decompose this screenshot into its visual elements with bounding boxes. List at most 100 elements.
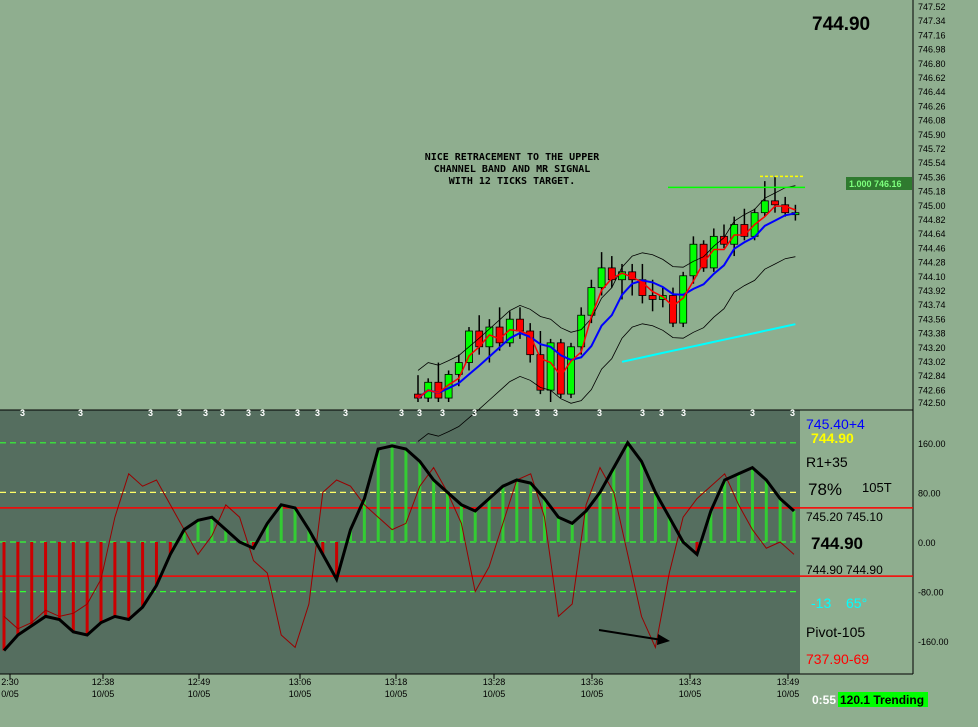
candle-body: [607, 267, 616, 281]
date-label: 10/05: [92, 689, 115, 699]
oscillator-readout-panel: [800, 410, 913, 674]
annotation-arrow-head: [657, 634, 670, 645]
readout-percent: 78%: [808, 480, 842, 499]
price-axis-label: 746.80: [918, 59, 946, 69]
oscillator-readouts: 745.40+4 744.90 R1+35 78% 105T 745.20 74…: [806, 416, 892, 667]
price-axis-label: 745.18: [918, 187, 946, 197]
readout-bid-ask: 745.20 745.10: [806, 510, 883, 524]
oscillator-main-line: [2, 440, 795, 652]
price-axis-label: 747.34: [918, 16, 946, 26]
readout-current-price: 744.90: [811, 430, 854, 446]
oscillator-axis-label: 160.00: [918, 439, 946, 449]
date-label: 0/05: [1, 689, 19, 699]
signal-marker: 3: [790, 408, 795, 418]
price-axis-label: 743.02: [918, 357, 946, 367]
candle-body: [648, 295, 657, 300]
candle-body: [709, 235, 718, 269]
price-axis-label: 747.16: [918, 30, 946, 40]
signal-marker: 3: [20, 408, 25, 418]
price-axis-label: 744.28: [918, 258, 946, 268]
price-axis-label: 743.74: [918, 300, 946, 310]
price-axis-label: 745.00: [918, 201, 946, 211]
lower-channel-band: [417, 256, 796, 442]
oscillator-axis-label: 80.00: [918, 488, 941, 498]
price-axis-label: 745.36: [918, 172, 946, 182]
price-axis-label: 743.92: [918, 286, 946, 296]
candle-body: [556, 342, 565, 395]
time-label: 2:30: [1, 677, 19, 687]
oscillator-axis-label: -160.00: [918, 637, 949, 647]
readout-angle-value: -13: [811, 595, 831, 611]
status-trend-box: [838, 692, 928, 707]
readout-pivot-price: 737.90-69: [806, 651, 869, 667]
overlay-layer: [417, 175, 805, 442]
signal-marker: 3: [553, 408, 558, 418]
price-axis-label: 744.64: [918, 229, 946, 239]
price-axis-label: 744.10: [918, 272, 946, 282]
oscillator-axis: 160.00 80.00 0.00 -80.00 -160.00: [918, 439, 949, 647]
signal-marker: 3: [148, 408, 153, 418]
time-label: 13:18: [385, 677, 408, 687]
candle-body: [669, 295, 677, 324]
status-trend: 120.1 Trending: [840, 693, 924, 707]
signal-marker: 3: [399, 408, 404, 418]
signal-marker: 3: [513, 408, 518, 418]
time-label: 13:43: [679, 677, 702, 687]
candle-body: [679, 275, 688, 324]
blue-moving-average: [417, 212, 796, 399]
candle-body: [505, 318, 514, 344]
readout-pivot: Pivot-105: [806, 624, 865, 640]
date-label: 10/05: [289, 689, 312, 699]
time-axis: 2:30 0/05 12:38 10/05 12:49 10/05 13:06 10/05 13…: [1, 674, 799, 699]
candle-body: [567, 346, 575, 395]
signal-marker: 3: [750, 408, 755, 418]
candle-body: [454, 362, 463, 375]
readout-last: 744.90: [811, 534, 863, 553]
signal-marker: 3: [203, 408, 208, 418]
signal-marker: 3: [343, 408, 348, 418]
price-panel[interactable]: [0, 0, 913, 410]
time-label: 12:49: [188, 677, 211, 687]
oscillator-layer: [0, 440, 913, 652]
candle-layer: [414, 177, 800, 402]
signal-marker: 3: [246, 408, 251, 418]
annotation-line-1: NICE RETRACEMENT TO THE UPPER: [425, 152, 601, 163]
oscillator-axis-label: -80.00: [918, 588, 944, 598]
upper-channel-band: [417, 185, 796, 371]
date-label: 10/05: [188, 689, 211, 699]
annotation-line-3: WITH 12 TICKS TARGET.: [449, 176, 575, 187]
candle-body: [516, 318, 524, 332]
price-axis-label: 743.56: [918, 314, 946, 324]
price-axis-label: 745.54: [918, 158, 946, 168]
slow-moving-average: [621, 323, 796, 363]
target-label-box: [846, 177, 912, 190]
signal-marker: 3: [295, 408, 300, 418]
candle-body: [597, 267, 606, 289]
date-label: 10/05: [483, 689, 506, 699]
price-axis-label: 746.08: [918, 116, 946, 126]
price-axis: 747.52 747.34 747.16 746.98 746.80 746.62 746.…: [918, 2, 946, 408]
price-axis-label: 746.98: [918, 45, 946, 55]
signal-marker: 3: [417, 408, 422, 418]
red-moving-average: [417, 205, 796, 399]
status-timer: 0:55: [812, 693, 836, 707]
time-label: 13:36: [581, 677, 604, 687]
signal-marker: 3: [659, 408, 664, 418]
price-axis-label: 742.84: [918, 371, 946, 381]
oscillator-signal-line: [3, 466, 795, 650]
time-label: 13:06: [289, 677, 312, 687]
price-axis-label: 743.20: [918, 343, 946, 353]
readout-price-change: 745.40+4: [806, 416, 865, 432]
price-axis-label: 743.38: [918, 329, 946, 339]
signal-marker: 3: [597, 408, 602, 418]
time-label: 12:38: [92, 677, 115, 687]
date-label: 10/05: [777, 689, 800, 699]
candle-body: [760, 200, 769, 214]
candle-body: [495, 326, 504, 344]
price-axis-label: 746.44: [918, 87, 946, 97]
signal-marker: 3: [260, 408, 265, 418]
date-label: 10/05: [385, 689, 408, 699]
signal-marker: 3: [440, 408, 445, 418]
